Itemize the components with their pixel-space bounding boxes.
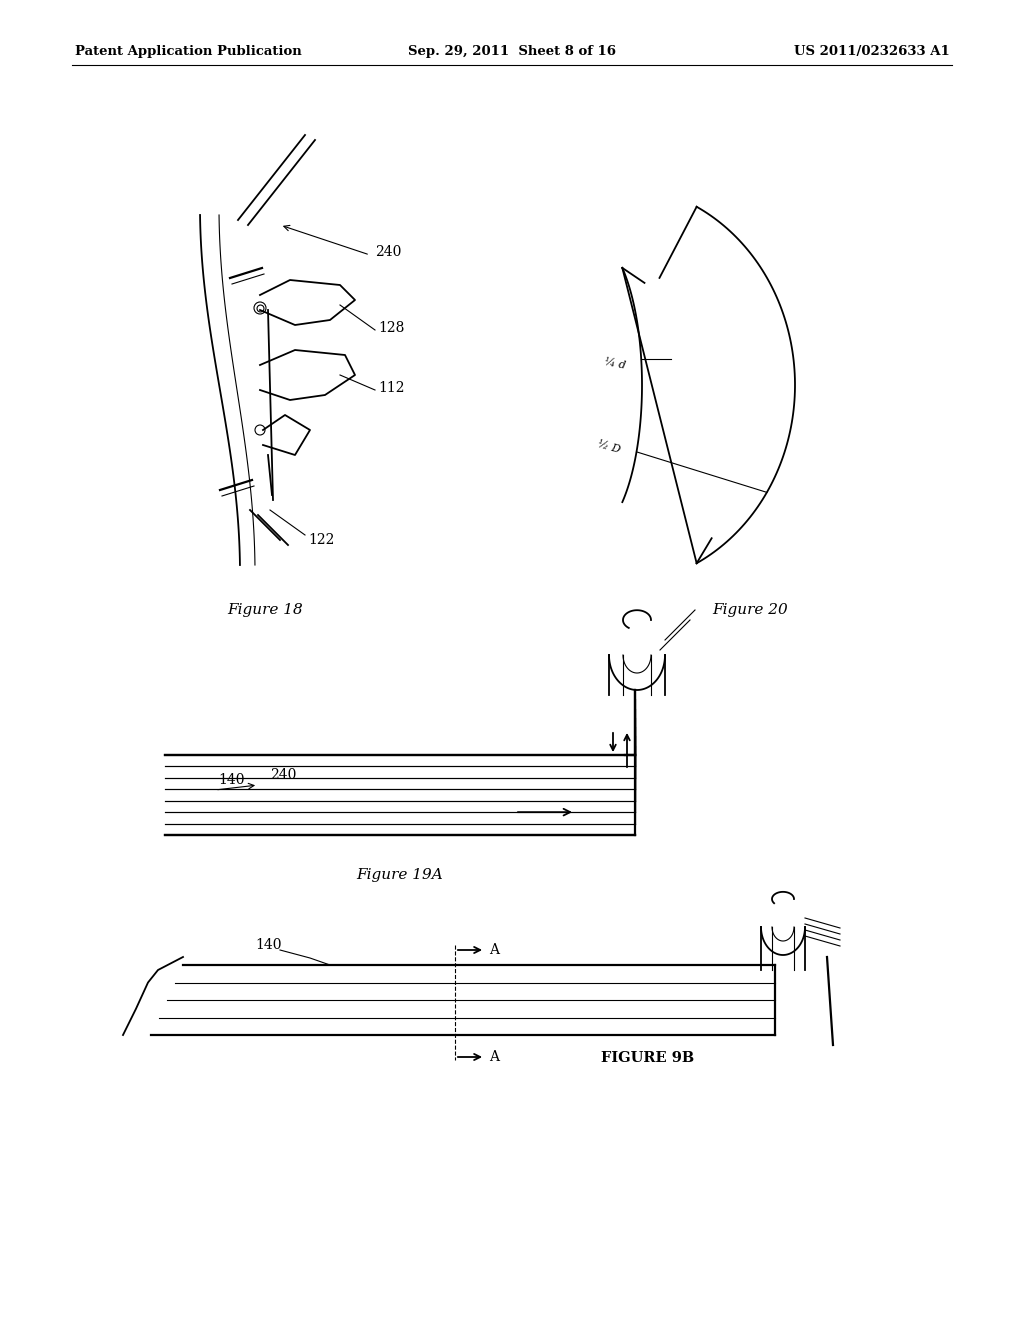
Text: 240: 240 — [375, 246, 401, 259]
Text: US 2011/0232633 A1: US 2011/0232633 A1 — [795, 45, 950, 58]
Text: 128: 128 — [378, 321, 404, 335]
Text: A: A — [489, 1049, 499, 1064]
Text: 240: 240 — [270, 768, 296, 781]
Text: 112: 112 — [378, 381, 404, 395]
Text: ¼ d: ¼ d — [603, 358, 626, 371]
Text: Sep. 29, 2011  Sheet 8 of 16: Sep. 29, 2011 Sheet 8 of 16 — [408, 45, 616, 58]
Text: ½ D: ½ D — [597, 440, 622, 454]
Text: Figure 19A: Figure 19A — [356, 869, 443, 882]
Text: Patent Application Publication: Patent Application Publication — [75, 45, 302, 58]
Text: A: A — [489, 942, 499, 957]
Text: Figure 18: Figure 18 — [227, 603, 303, 616]
Text: Figure 20: Figure 20 — [712, 603, 787, 616]
Text: FIGURE 9B: FIGURE 9B — [601, 1051, 694, 1065]
Text: 140: 140 — [255, 939, 282, 952]
Text: 122: 122 — [308, 533, 335, 546]
Text: 140: 140 — [218, 774, 245, 787]
